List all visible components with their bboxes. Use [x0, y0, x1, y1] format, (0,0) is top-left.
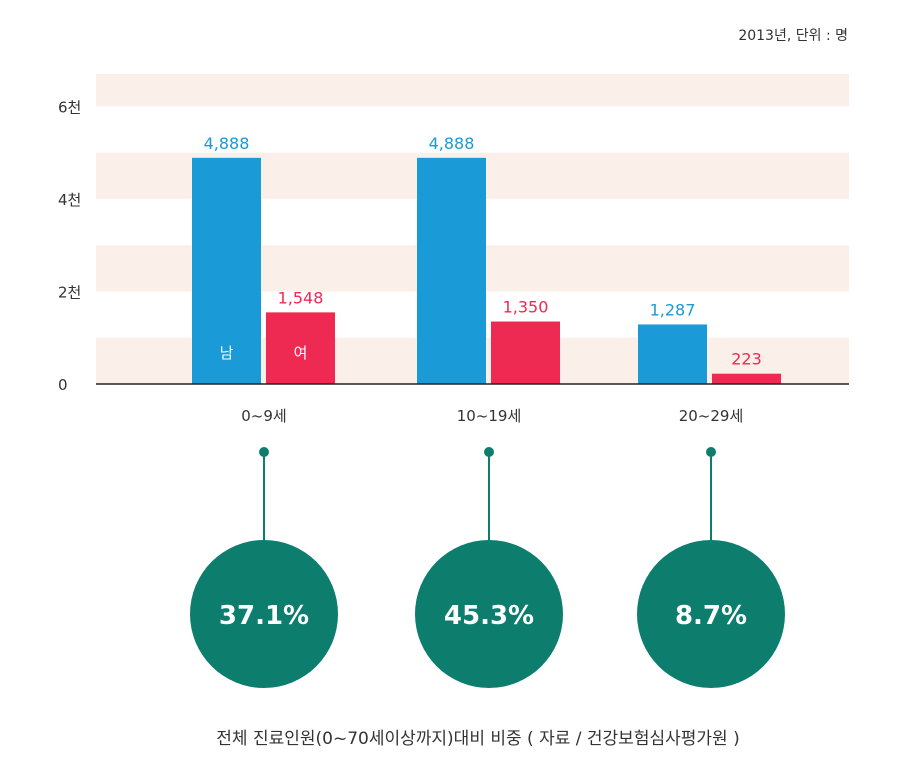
bar-female: [712, 373, 781, 384]
legend-label: 여: [294, 344, 308, 362]
data-label: 4,888: [204, 134, 250, 153]
bar-female: [266, 312, 335, 384]
background-band: [96, 74, 849, 107]
data-label: 1,287: [650, 300, 696, 319]
bar-male: [417, 157, 486, 384]
percentage-circle: [415, 540, 563, 688]
data-label: 4,888: [429, 134, 475, 153]
bar-male: [638, 324, 707, 384]
percentage-circle: [637, 540, 785, 688]
data-label: 1,548: [278, 288, 324, 307]
data-label: 223: [731, 350, 762, 369]
data-label: 1,350: [503, 298, 549, 317]
caption: 전체 진료인원(0~70세이상까지)대비 비중 ( 자료 / 건강보험심사평가원…: [216, 729, 739, 749]
percentage-label: 45.3%: [444, 601, 534, 631]
unit-note: 2013년, 단위 : 명: [738, 28, 848, 44]
x-tick-label: 20~29세: [679, 407, 744, 425]
y-axis: 0 2천 4천 6천: [58, 98, 81, 394]
percentage-label: 8.7%: [675, 601, 747, 631]
y-tick-label: 4천: [58, 191, 81, 209]
bar-male: [192, 157, 261, 384]
legend-label: 남: [220, 344, 234, 362]
x-tick-label: 10~19세: [457, 407, 522, 425]
y-tick-label: 0: [58, 376, 68, 394]
x-axis: 0~9세 10~19세 20~29세: [241, 407, 743, 425]
x-tick-label: 0~9세: [241, 407, 286, 425]
bars: 4,888 남 1,548 여 4,888 1,350 1,287 223: [192, 134, 781, 384]
percentage-bubbles: 37.1% 45.3% 8.7%: [190, 447, 785, 688]
y-tick-label: 6천: [58, 98, 81, 116]
percentage-circle: [190, 540, 338, 688]
bar-female: [491, 321, 560, 384]
y-tick-label: 2천: [58, 283, 81, 301]
percentage-label: 37.1%: [219, 601, 309, 631]
